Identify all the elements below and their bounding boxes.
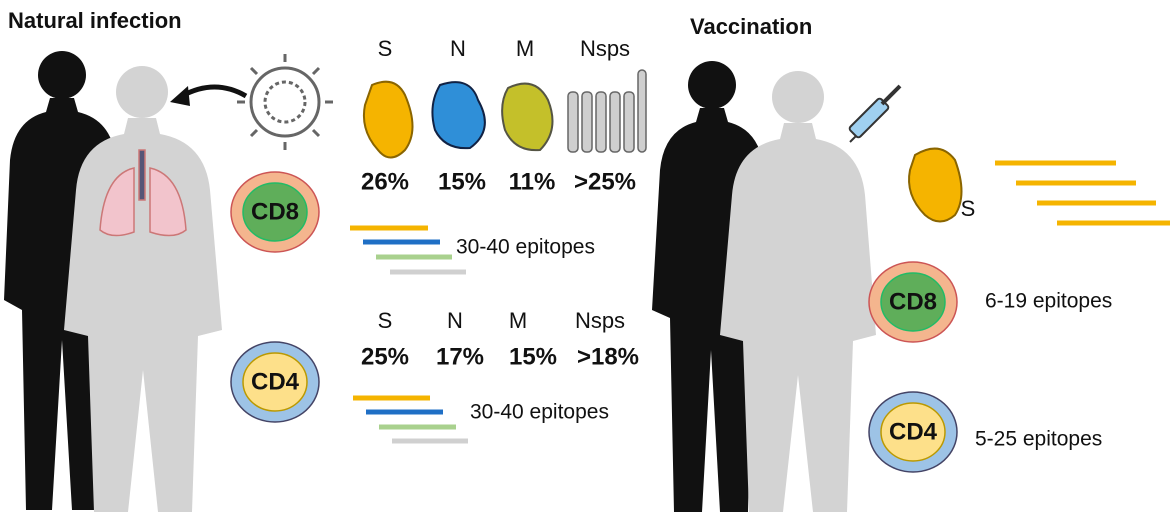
protein-label: Nsps xyxy=(580,36,630,61)
section-title: Vaccination xyxy=(690,14,812,39)
protein-label: M xyxy=(509,308,527,333)
cell-label: CD4 xyxy=(251,368,300,395)
percentage: 15% xyxy=(438,168,486,195)
cell-label: CD8 xyxy=(889,288,937,315)
epitope-count: 30-40 epitopes xyxy=(470,401,609,424)
epitope-lines xyxy=(353,398,468,441)
percentage: >25% xyxy=(574,168,636,195)
percentage: 25% xyxy=(361,343,409,370)
epitope-count: 30-40 epitopes xyxy=(456,236,595,259)
arrow xyxy=(182,87,246,96)
protein-label: S xyxy=(961,196,976,221)
nsps-protein xyxy=(568,70,646,152)
percentage: 17% xyxy=(436,343,484,370)
percentage: 26% xyxy=(361,168,409,195)
epitope-lines xyxy=(350,228,466,272)
epitope-count: 5-25 epitopes xyxy=(975,428,1102,451)
protein-label: N xyxy=(447,308,463,333)
epitope-lines xyxy=(995,163,1170,223)
cell-label: CD4 xyxy=(889,418,938,445)
percentage: >18% xyxy=(577,343,639,370)
protein-label: N xyxy=(450,36,466,61)
protein-label: Nsps xyxy=(575,308,625,333)
figure: Natural infection Vaccination S N M Nsps… xyxy=(0,0,1172,517)
n-protein xyxy=(432,82,484,148)
percentage: 15% xyxy=(509,343,557,370)
s-protein xyxy=(364,82,413,158)
arrow-head xyxy=(170,86,190,106)
protein-label: M xyxy=(516,36,534,61)
m-protein xyxy=(502,84,552,151)
protein-label: S xyxy=(378,308,393,333)
syringe xyxy=(848,86,900,142)
section-title: Natural infection xyxy=(8,8,182,33)
s-protein xyxy=(909,149,962,222)
virus xyxy=(237,54,333,150)
epitope-count: 6-19 epitopes xyxy=(985,290,1112,313)
percentage: 11% xyxy=(509,168,556,195)
cell-label: CD8 xyxy=(251,198,299,225)
protein-label: S xyxy=(378,36,393,61)
